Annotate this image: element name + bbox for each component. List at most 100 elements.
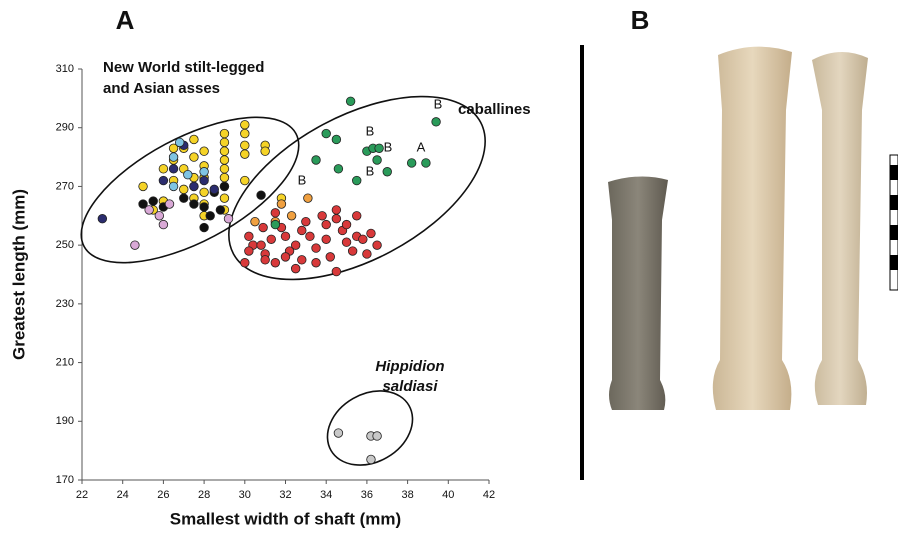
point xyxy=(190,153,199,162)
point xyxy=(257,241,266,250)
y-tick-label: 250 xyxy=(56,239,74,251)
y-tick-label: 230 xyxy=(56,298,74,310)
group-ellipse xyxy=(60,88,321,292)
point xyxy=(346,97,355,106)
x-tick-label: 34 xyxy=(320,489,332,501)
point xyxy=(332,135,341,144)
point xyxy=(348,247,357,256)
point xyxy=(312,258,321,267)
point xyxy=(190,182,199,191)
point xyxy=(291,264,300,273)
point xyxy=(322,129,331,138)
point xyxy=(220,165,229,174)
group-ellipse xyxy=(200,59,515,318)
scale-bar xyxy=(890,225,898,240)
x-tick-label: 24 xyxy=(117,489,129,501)
point xyxy=(267,235,276,244)
point-label: B xyxy=(366,123,375,138)
point xyxy=(363,250,372,259)
point xyxy=(200,167,209,176)
point xyxy=(200,203,209,212)
point xyxy=(210,185,219,194)
point xyxy=(352,211,361,220)
point xyxy=(241,176,250,185)
x-tick-label: 36 xyxy=(361,489,373,501)
point xyxy=(367,455,376,464)
point xyxy=(326,253,335,262)
x-tick-label: 26 xyxy=(157,489,169,501)
point xyxy=(200,176,209,185)
point xyxy=(432,118,441,127)
point xyxy=(383,167,392,176)
point xyxy=(332,214,341,223)
y-tick-label: 290 xyxy=(56,122,74,134)
scale-bar xyxy=(890,195,898,210)
y-tick-label: 270 xyxy=(56,180,74,192)
point xyxy=(159,165,168,174)
point xyxy=(224,214,233,223)
annotation: and Asian asses xyxy=(103,80,220,97)
y-axis-title: Greatest length (mm) xyxy=(9,189,28,360)
point xyxy=(422,159,431,168)
annotation: saldiasi xyxy=(382,378,438,395)
point xyxy=(322,220,331,229)
point xyxy=(322,235,331,244)
y-tick-label: 310 xyxy=(56,63,74,75)
point xyxy=(241,150,250,159)
point-label: B xyxy=(384,139,393,154)
point xyxy=(206,211,215,220)
point-label: B xyxy=(366,163,375,178)
y-tick-label: 170 xyxy=(56,474,74,486)
point xyxy=(200,147,209,156)
bone xyxy=(713,47,792,410)
point xyxy=(334,429,343,438)
point xyxy=(332,206,341,215)
point xyxy=(261,256,270,265)
point xyxy=(190,135,199,144)
point xyxy=(332,267,341,276)
scale-bar xyxy=(890,255,898,270)
figure: A B 222426283032343638404217019021023025… xyxy=(0,0,898,533)
point xyxy=(200,223,209,232)
point xyxy=(312,156,321,165)
point xyxy=(281,232,290,241)
point xyxy=(169,165,178,174)
y-tick-label: 210 xyxy=(56,356,74,368)
point xyxy=(241,129,250,138)
point xyxy=(261,147,270,156)
point xyxy=(367,229,376,238)
point xyxy=(318,211,327,220)
point xyxy=(179,194,188,203)
point xyxy=(139,182,148,191)
point xyxy=(175,138,184,147)
x-tick-label: 30 xyxy=(239,489,251,501)
point xyxy=(155,211,164,220)
x-tick-label: 32 xyxy=(279,489,291,501)
point xyxy=(373,241,382,250)
bone xyxy=(608,176,668,410)
point xyxy=(302,217,311,226)
point xyxy=(165,200,174,209)
point xyxy=(271,258,280,267)
point-label: A xyxy=(417,139,426,154)
point xyxy=(297,256,306,265)
x-tick-label: 22 xyxy=(76,489,88,501)
x-axis-title: Smallest width of shaft (mm) xyxy=(170,509,401,528)
point xyxy=(277,200,286,209)
point xyxy=(159,220,168,229)
point xyxy=(200,188,209,197)
point xyxy=(271,220,280,229)
scale-bar xyxy=(890,165,898,180)
point xyxy=(149,197,158,206)
panel-label: B xyxy=(631,5,650,35)
bone xyxy=(812,52,868,405)
point xyxy=(98,214,107,223)
point xyxy=(297,226,306,235)
y-tick-label: 190 xyxy=(56,415,74,427)
point-label: B xyxy=(434,96,443,111)
point xyxy=(216,206,225,215)
point xyxy=(287,211,296,220)
point-label: B xyxy=(298,172,307,187)
x-tick-label: 42 xyxy=(483,489,495,501)
